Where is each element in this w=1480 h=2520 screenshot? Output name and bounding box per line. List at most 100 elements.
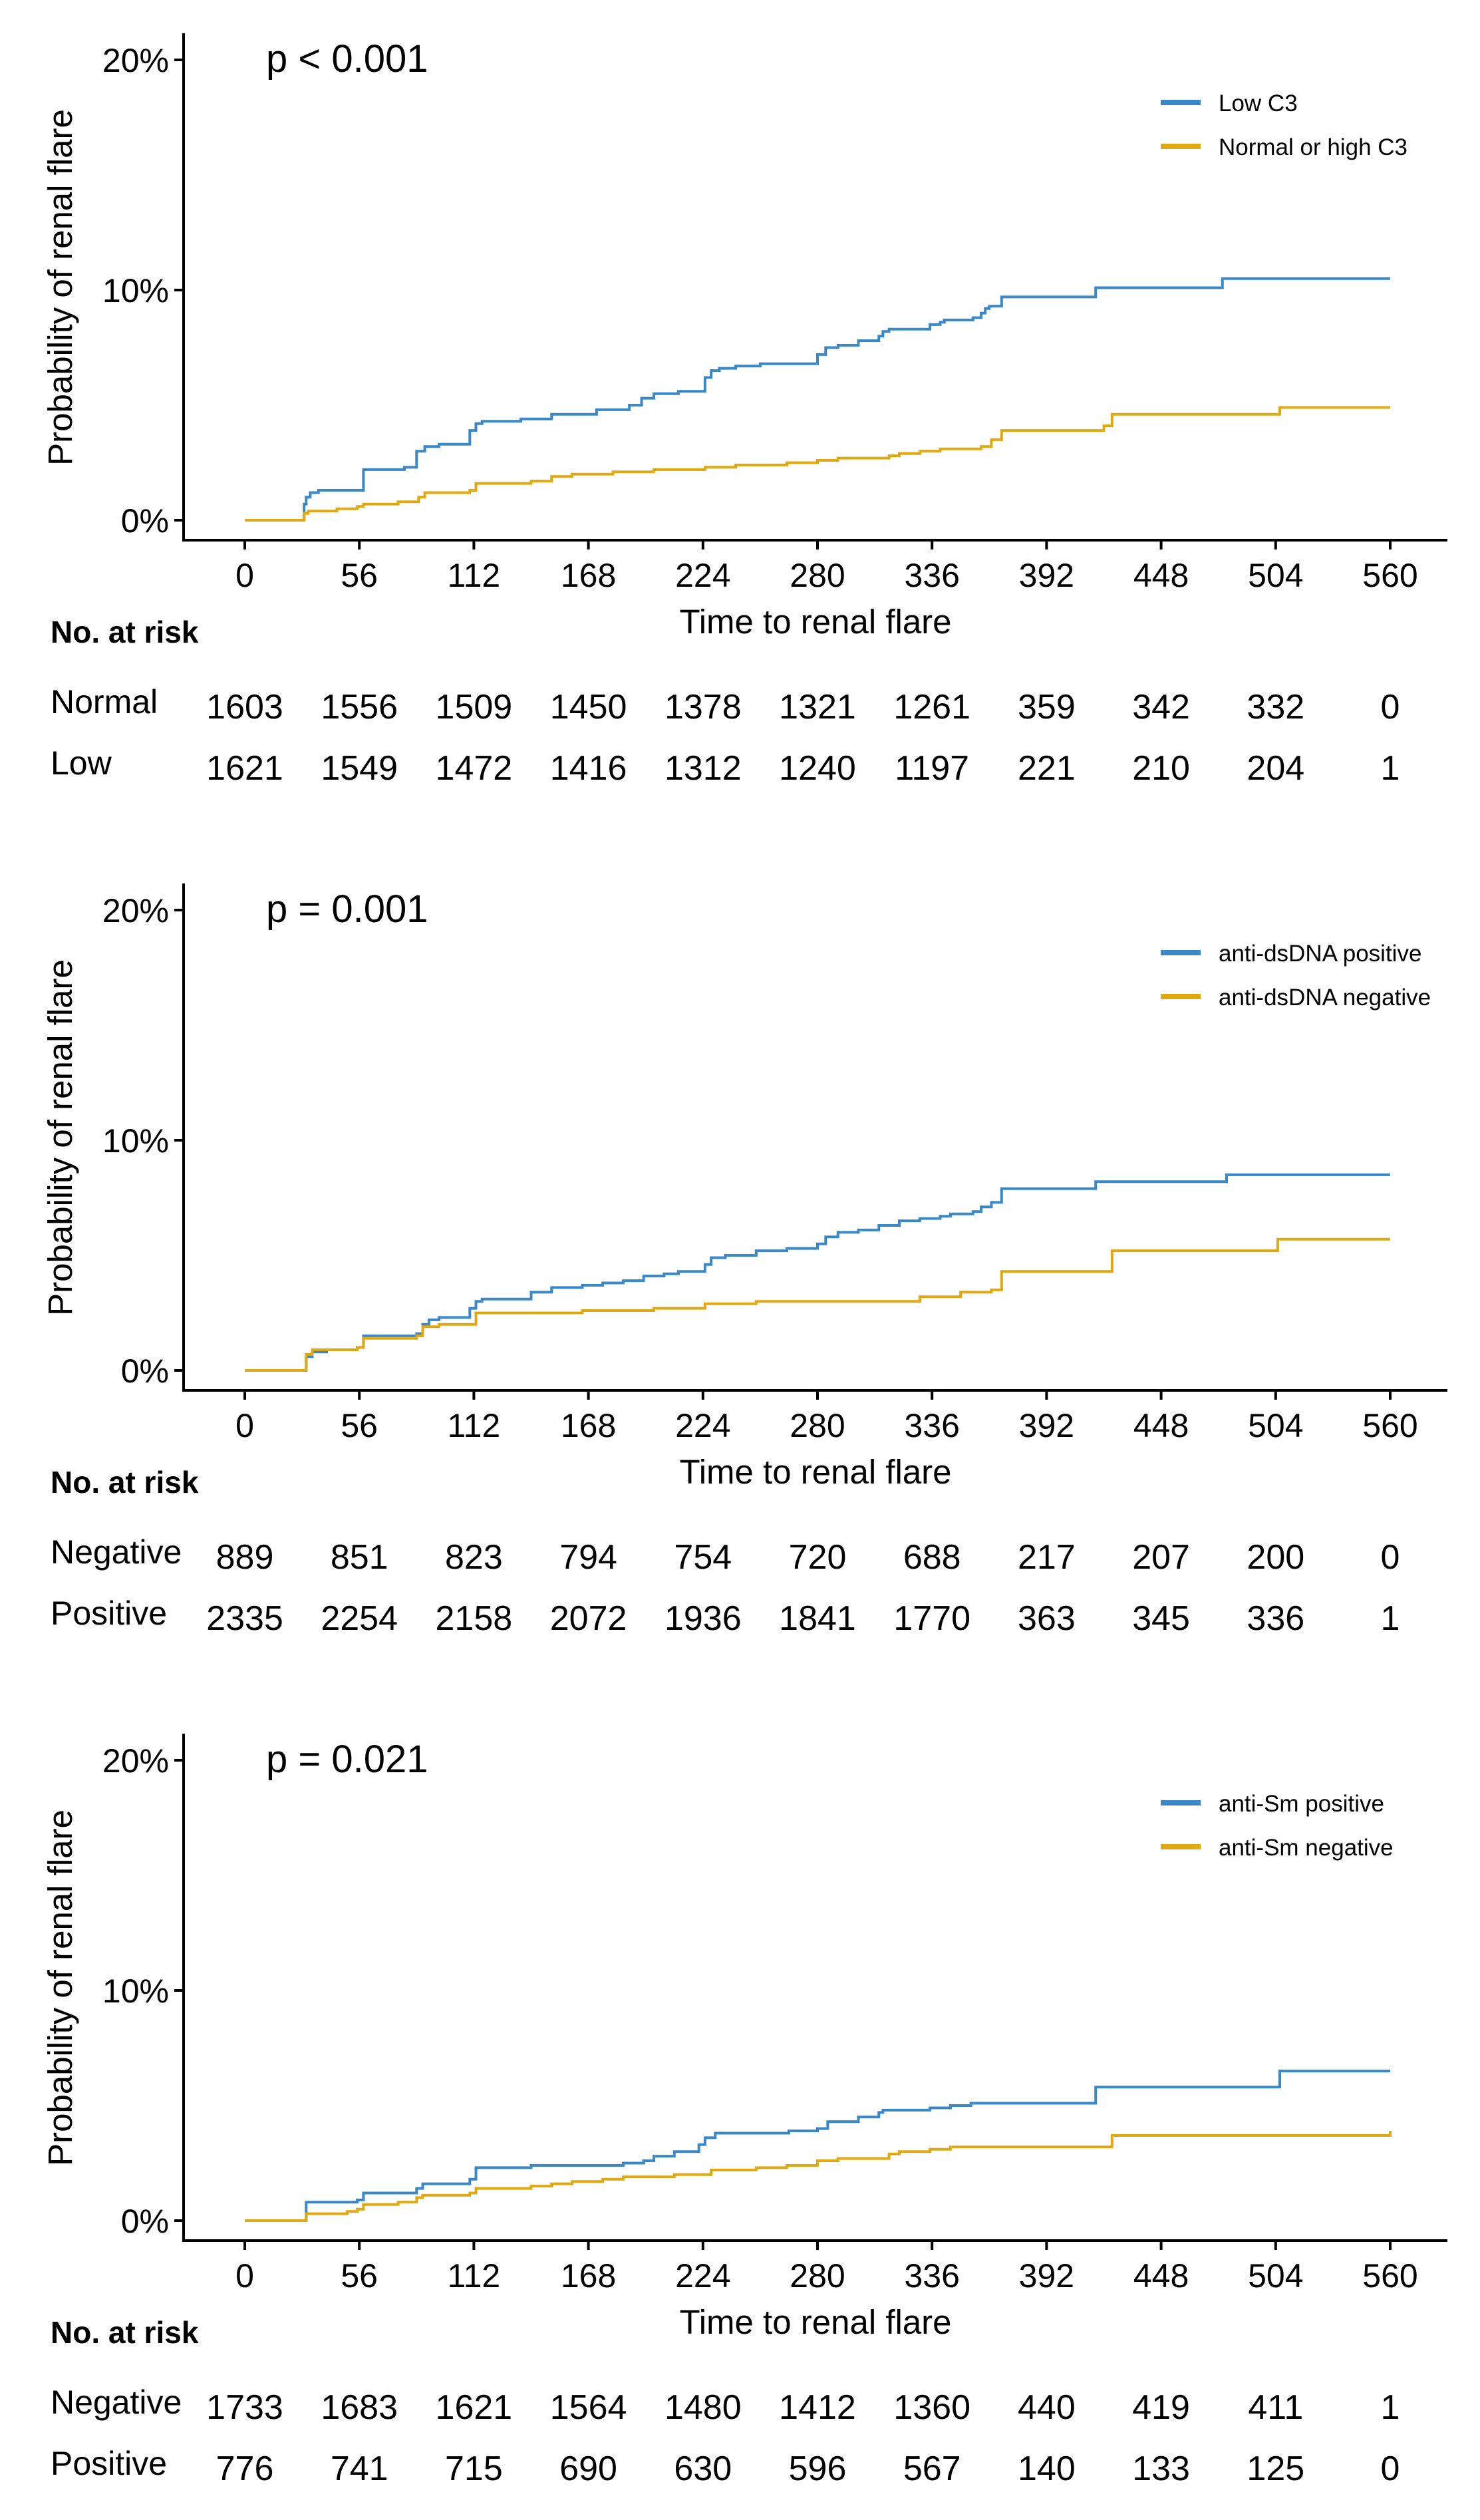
km-panel-3: 0% 10% 20% 0 56 112 168 224 280 336 392 448 504 560 Ti… (41, 1734, 1447, 2488)
risk-count: 363 (1018, 1599, 1076, 1638)
risk-count: 411 (1248, 2388, 1303, 2427)
risk-count: 1412 (779, 2388, 856, 2427)
risk-count: 1450 (550, 688, 627, 726)
risk-count: 1683 (321, 2388, 398, 2427)
x-tick-label: 336 (904, 557, 959, 594)
risk-count: 1621 (436, 2388, 513, 2427)
risk-count: 0 (1381, 688, 1400, 726)
x-axis-title: Time to renal flare (679, 1453, 951, 1491)
y-tick-label: 10% (102, 1972, 169, 2010)
risk-count: 1 (1381, 1599, 1400, 1638)
risk-table-header: No. at risk (51, 1465, 199, 1499)
risk-count: 1 (1381, 749, 1400, 788)
series-line-2 (245, 406, 1390, 522)
x-tick-label: 560 (1362, 2257, 1417, 2294)
x-tick-label: 392 (1019, 557, 1074, 594)
risk-count: 754 (674, 1538, 732, 1577)
x-tick-label: 504 (1248, 2257, 1303, 2294)
risk-count: 0 (1381, 1538, 1400, 1577)
risk-count: 1472 (436, 749, 513, 788)
x-tick-label: 168 (561, 557, 616, 594)
risk-count: 204 (1247, 749, 1304, 788)
x-tick-label: 224 (675, 557, 730, 594)
risk-table-header: No. at risk (51, 615, 199, 649)
risk-count: 133 (1132, 2449, 1190, 2488)
risk-count: 1378 (665, 688, 742, 726)
risk-count: 1261 (893, 688, 970, 726)
risk-count: 823 (445, 1538, 503, 1577)
risk-count: 440 (1018, 2388, 1076, 2427)
y-axis-title: Probability of renal flare (41, 1810, 79, 2166)
series-line-1 (245, 277, 1390, 522)
risk-count: 776 (216, 2449, 274, 2488)
risk-count: 125 (1247, 2449, 1304, 2488)
risk-row-label: Low (51, 744, 112, 782)
risk-count: 720 (789, 1538, 847, 1577)
risk-count: 2254 (321, 1599, 398, 1638)
y-tick-label: 20% (102, 42, 169, 79)
km-panel-1: 0% 10% 20% 0 56 112 168 224 280 336 392 448 504 560 Ti… (41, 33, 1447, 788)
legend-label: anti-dsDNA negative (1219, 985, 1431, 1011)
y-tick-label: 0% (121, 502, 169, 540)
x-tick-label: 336 (904, 1407, 959, 1444)
x-tick-label: 448 (1133, 557, 1189, 594)
risk-count: 207 (1132, 1538, 1190, 1577)
x-tick-label: 392 (1019, 1407, 1074, 1444)
risk-row-label: Negative (51, 2384, 182, 2421)
risk-count: 359 (1018, 688, 1076, 726)
risk-count: 851 (331, 1538, 388, 1577)
risk-count: 2072 (550, 1599, 627, 1638)
x-tick-label: 224 (675, 2257, 730, 2294)
x-tick-label: 112 (448, 2257, 501, 2294)
risk-count: 1549 (321, 749, 398, 788)
risk-count: 342 (1132, 688, 1190, 726)
x-tick-label: 56 (341, 1407, 378, 1444)
risk-count: 715 (445, 2449, 503, 2488)
risk-count: 1556 (321, 688, 398, 726)
risk-count: 1360 (893, 2388, 970, 2427)
x-tick-label: 448 (1133, 1407, 1189, 1444)
risk-row-label: Positive (51, 2445, 167, 2482)
risk-count: 567 (903, 2449, 961, 2488)
p-value: p < 0.001 (266, 37, 428, 80)
risk-count: 596 (789, 2449, 847, 2488)
risk-count: 210 (1132, 749, 1190, 788)
x-tick-label: 112 (448, 1407, 501, 1444)
x-tick-label: 504 (1248, 557, 1303, 594)
y-tick-label: 0% (121, 2203, 169, 2240)
legend-label: Low C3 (1219, 90, 1298, 116)
risk-table-header: No. at risk (51, 2315, 199, 2350)
risk-row-label: Negative (51, 1533, 182, 1571)
risk-count: 200 (1247, 1538, 1304, 1577)
x-tick-label: 112 (448, 557, 501, 594)
legend-label: anti-dsDNA positive (1219, 941, 1421, 967)
risk-count: 345 (1132, 1599, 1190, 1638)
x-tick-label: 560 (1362, 557, 1417, 594)
x-tick-label: 280 (790, 557, 845, 594)
y-tick-label: 10% (102, 272, 169, 309)
x-tick-label: 560 (1362, 1407, 1417, 1444)
x-tick-label: 56 (341, 2257, 378, 2294)
risk-count: 741 (331, 2449, 388, 2488)
risk-count: 0 (1381, 2449, 1400, 2488)
risk-count: 332 (1247, 688, 1304, 726)
y-tick-label: 20% (102, 892, 169, 929)
x-axis-title: Time to renal flare (679, 603, 951, 641)
risk-count: 2158 (436, 1599, 513, 1638)
x-tick-label: 0 (235, 2257, 254, 2294)
x-tick-label: 0 (235, 1407, 254, 1444)
risk-count: 2335 (206, 1599, 283, 1638)
risk-count: 1564 (550, 2388, 627, 2427)
risk-count: 1416 (550, 749, 627, 788)
km-panel-2: 0% 10% 20% 0 56 112 168 224 280 336 392 448 504 560 Ti… (41, 883, 1447, 1638)
x-tick-label: 0 (235, 557, 254, 594)
y-tick-label: 20% (102, 1742, 169, 1780)
risk-count: 688 (903, 1538, 961, 1577)
x-tick-label: 224 (675, 1407, 730, 1444)
risk-count: 1 (1381, 2388, 1400, 2427)
x-axis-title: Time to renal flare (679, 2303, 951, 2341)
risk-count: 889 (216, 1538, 274, 1577)
x-tick-label: 280 (790, 2257, 845, 2294)
risk-count: 1841 (779, 1599, 856, 1638)
